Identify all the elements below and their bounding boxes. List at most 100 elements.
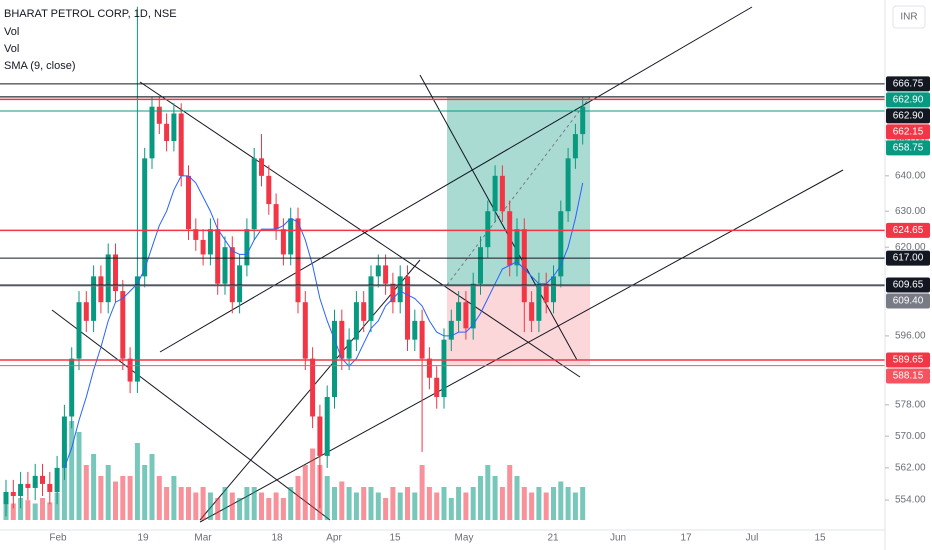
volume-bar [492, 476, 498, 520]
volume-bar [164, 487, 170, 520]
price-label: 666.75 [893, 78, 924, 89]
volume-bar [134, 443, 140, 520]
sma-line [63, 175, 584, 469]
candle-body [310, 358, 316, 417]
candle-body [529, 302, 535, 321]
candle-body [492, 175, 498, 212]
candle-body [551, 276, 556, 303]
volume-bar [178, 487, 184, 520]
volume-bar [61, 454, 67, 520]
candle-body [156, 106, 162, 124]
y-tick-label: 596.00 [895, 331, 926, 342]
volume-bar [478, 476, 483, 520]
trend-lines [51, 6, 844, 523]
volume-bar [76, 432, 82, 520]
candle-body [485, 211, 491, 248]
currency-box[interactable] [892, 5, 926, 29]
candle-body [171, 113, 177, 141]
volume-bar [237, 498, 243, 520]
price-label: 662.90 [893, 94, 924, 105]
volume-bar [142, 465, 148, 520]
candle-body [178, 113, 184, 176]
volume-bar [113, 481, 118, 520]
loss-zone [447, 285, 590, 365]
candle-body [149, 106, 155, 159]
candle-body [456, 302, 462, 321]
candle-body [266, 175, 272, 205]
price-label: 658.75 [893, 142, 924, 153]
candle-body [40, 475, 45, 484]
candle-body [61, 416, 67, 468]
candle-body [83, 302, 89, 321]
volume-bar [105, 465, 111, 520]
x-tick-label: Jul [746, 533, 759, 544]
candle-body [441, 339, 447, 398]
candle-body [259, 158, 264, 176]
candle-body [120, 291, 126, 359]
candle-body [47, 483, 53, 492]
volume-bar [215, 498, 221, 520]
y-tick-label: 554.00 [895, 495, 926, 506]
volume-bar [463, 492, 469, 520]
volume-bar [98, 476, 104, 520]
volume-bar [200, 487, 206, 520]
volume-bar [244, 487, 250, 520]
volume-bar [441, 487, 447, 520]
volume-bar [434, 492, 440, 520]
volume-bar [40, 498, 45, 520]
volume-bar [521, 487, 527, 520]
candle-body [558, 211, 564, 277]
volume-bar [69, 421, 75, 520]
volume-bar [280, 498, 286, 520]
y-tick-label: 578.00 [895, 399, 926, 410]
candle-body [478, 247, 483, 284]
volume-bar [127, 476, 133, 520]
chart-title: BHARAT PETROL CORP, 1D, NSE [4, 8, 177, 20]
volume-bar [514, 476, 520, 520]
volume-bar [54, 492, 60, 520]
volume-bar [529, 492, 535, 520]
candle-body [346, 339, 352, 359]
volume-bar [448, 498, 454, 520]
x-tick-label: 19 [137, 533, 149, 544]
volume-bar [25, 500, 31, 520]
candle-body [164, 123, 170, 141]
volume-bar [361, 487, 367, 520]
x-tick-label: 17 [680, 533, 692, 544]
candle-body [134, 276, 140, 382]
volume-bar [426, 487, 432, 520]
volume-bar [572, 492, 578, 520]
volume-bar [565, 487, 571, 520]
candle-body [405, 276, 410, 340]
volume-bar [310, 448, 316, 520]
candle-body [543, 283, 549, 303]
candle-body [339, 320, 345, 359]
candle-body [536, 283, 542, 321]
volume-bar [499, 487, 505, 520]
price-label: 617.00 [893, 253, 924, 264]
volume-bar [383, 498, 389, 520]
candle-body [426, 358, 432, 378]
x-tick-label: Apr [326, 533, 342, 544]
y-tick-label: 640.00 [895, 170, 926, 181]
price-label-box [886, 277, 930, 293]
volume-bar [91, 454, 97, 520]
candle-body [368, 276, 374, 321]
legend-item: Vol [4, 43, 19, 55]
candle-body [91, 276, 97, 321]
x-tick-label: Mar [194, 533, 212, 544]
candle-body [572, 134, 578, 159]
volume-bar [580, 487, 586, 520]
candle-body [397, 276, 403, 303]
candle-body [215, 229, 221, 284]
candle-body [521, 229, 527, 303]
price-label-box [886, 368, 930, 384]
price-label-box [886, 140, 930, 156]
volume-bar [558, 481, 564, 520]
y-tick-label: 562.00 [895, 463, 926, 474]
candle-body [237, 265, 243, 303]
price-label-box [886, 108, 930, 124]
volume-bar [405, 487, 410, 520]
candle-body [412, 320, 418, 340]
